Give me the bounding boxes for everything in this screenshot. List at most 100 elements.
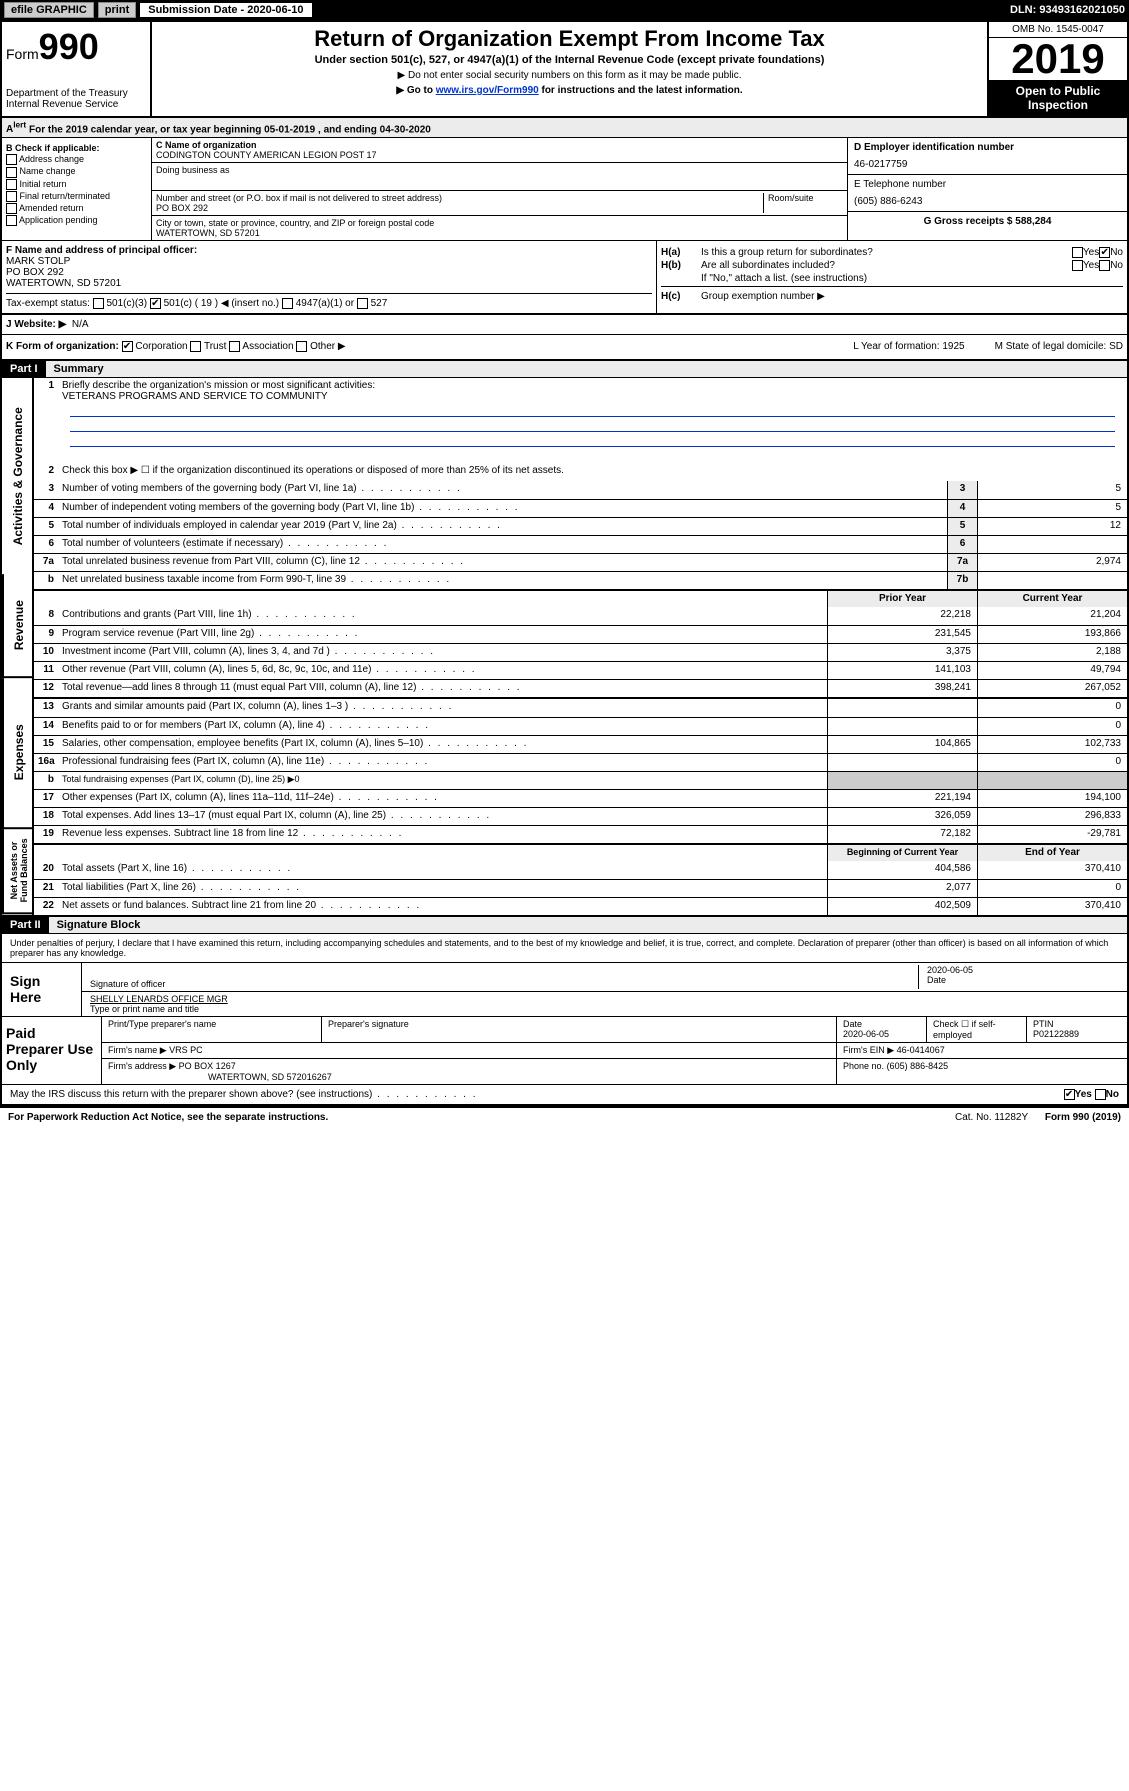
part1-body: Activities & Governance Revenue Expenses… bbox=[0, 378, 1129, 917]
discuss-yes[interactable]: ✔ bbox=[1064, 1089, 1075, 1100]
prep-name-label: Print/Type preparer's name bbox=[108, 1019, 315, 1029]
street-address: PO BOX 292 bbox=[156, 203, 763, 213]
addr-label: Number and street (or P.O. box if mail i… bbox=[156, 193, 763, 203]
c-label: C Name of organization bbox=[156, 140, 843, 150]
city-label: City or town, state or province, country… bbox=[156, 218, 843, 228]
summary-row: 10Investment income (Part VIII, column (… bbox=[34, 643, 1127, 661]
summary-row: 13Grants and similar amounts paid (Part … bbox=[34, 699, 1127, 717]
phone-value: (605) 886-6243 bbox=[854, 196, 1121, 207]
note-link: ▶ Go to www.irs.gov/Form990 for instruct… bbox=[160, 85, 979, 96]
part1-header: Part I Summary bbox=[0, 361, 1129, 378]
part2-header: Part II Signature Block bbox=[0, 917, 1129, 934]
q2-label: Check this box ▶ ☐ if the organization d… bbox=[58, 463, 1127, 481]
hb-note: If "No," attach a list. (see instruction… bbox=[701, 273, 867, 284]
checkbox-option: Address change bbox=[6, 154, 147, 165]
f-label: F Name and address of principal officer: bbox=[6, 245, 652, 256]
sig-date: 2020-06-05 bbox=[927, 965, 1119, 975]
m-state: M State of legal domicile: SD bbox=[995, 341, 1123, 352]
summary-row: bNet unrelated business taxable income f… bbox=[34, 571, 1127, 589]
officer-city: WATERTOWN, SD 57201 bbox=[6, 278, 652, 289]
form-subtitle: Under section 501(c), 527, or 4947(a)(1)… bbox=[160, 54, 979, 66]
dln-label: DLN: 93493162021050 bbox=[1010, 4, 1125, 16]
d-label: D Employer identification number bbox=[854, 142, 1121, 153]
i-label: Tax-exempt status: bbox=[6, 298, 90, 309]
officer-name: MARK STOLP bbox=[6, 256, 652, 267]
vtab-governance: Activities & Governance bbox=[2, 378, 34, 574]
room-label: Room/suite bbox=[763, 193, 843, 213]
k-corp[interactable]: ✔ bbox=[122, 341, 133, 352]
prep-date-label: Date bbox=[843, 1019, 920, 1029]
checkbox-option: Amended return bbox=[6, 203, 147, 214]
ha-yes[interactable] bbox=[1072, 247, 1083, 258]
summary-row: 5Total number of individuals employed in… bbox=[34, 517, 1127, 535]
checkbox-527[interactable] bbox=[357, 298, 368, 309]
checkbox-option: Application pending bbox=[6, 215, 147, 226]
officer-printed-name: SHELLY LENARDS OFFICE MGR bbox=[90, 994, 228, 1004]
form-header: Form990 Department of the Treasury Inter… bbox=[0, 20, 1129, 118]
note-ssn: ▶ Do not enter social security numbers o… bbox=[160, 70, 979, 81]
checkbox-option: Final return/terminated bbox=[6, 191, 147, 202]
section-j: J Website: ▶ N/A bbox=[0, 315, 1129, 335]
efile-button[interactable]: efile GRAPHIC bbox=[4, 2, 94, 18]
discuss-no[interactable] bbox=[1095, 1089, 1106, 1100]
firm-phone: (605) 886-8425 bbox=[887, 1061, 949, 1071]
ptin-value: P02122889 bbox=[1033, 1029, 1121, 1039]
self-employed-check[interactable]: Check ☐ if self-employed bbox=[927, 1017, 1027, 1042]
summary-row: 18Total expenses. Add lines 13–17 (must … bbox=[34, 807, 1127, 825]
summary-row: 6Total number of volunteers (estimate if… bbox=[34, 535, 1127, 553]
vtab-expenses: Expenses bbox=[2, 678, 34, 829]
k-trust[interactable] bbox=[190, 341, 201, 352]
section-f-h: F Name and address of principal officer:… bbox=[0, 241, 1129, 315]
summary-row: 12Total revenue—add lines 8 through 11 (… bbox=[34, 679, 1127, 697]
form-title: Return of Organization Exempt From Incom… bbox=[160, 26, 979, 52]
firm-ein: 46-0414067 bbox=[897, 1045, 945, 1055]
summary-row: 7aTotal unrelated business revenue from … bbox=[34, 553, 1127, 571]
form-number: Form990 bbox=[6, 26, 146, 68]
k-assoc[interactable] bbox=[229, 341, 240, 352]
summary-row: 4Number of independent voting members of… bbox=[34, 499, 1127, 517]
type-name-label: Type or print name and title bbox=[90, 1004, 228, 1014]
section-b-label: B Check if applicable: bbox=[6, 143, 147, 153]
irs-link[interactable]: www.irs.gov/Form990 bbox=[436, 85, 539, 96]
declaration-text: Under penalties of perjury, I declare th… bbox=[2, 934, 1127, 962]
checkbox-501c[interactable]: ✔ bbox=[150, 298, 161, 309]
tax-period: Alert For the 2019 calendar year, or tax… bbox=[0, 118, 1129, 138]
vtab-net: Net Assets or Fund Balances bbox=[2, 829, 34, 914]
e-label: E Telephone number bbox=[854, 179, 1121, 190]
dept-label: Department of the Treasury bbox=[6, 88, 146, 99]
k-other[interactable] bbox=[296, 341, 307, 352]
city-state-zip: WATERTOWN, SD 57201 bbox=[156, 228, 843, 238]
tax-year: 2019 bbox=[989, 38, 1127, 80]
prep-date: 2020-06-05 bbox=[843, 1029, 920, 1039]
mission-text: VETERANS PROGRAMS AND SERVICE TO COMMUNI… bbox=[62, 391, 328, 402]
checkbox-4947[interactable] bbox=[282, 298, 293, 309]
top-bar: efile GRAPHIC print Submission Date - 20… bbox=[0, 0, 1129, 20]
ha-no[interactable]: ✔ bbox=[1099, 247, 1110, 258]
firm-name: VRS PC bbox=[169, 1045, 203, 1055]
discuss-row: May the IRS discuss this return with the… bbox=[2, 1084, 1127, 1104]
paid-preparer-label: Paid Preparer Use Only bbox=[2, 1017, 102, 1084]
dba-label: Doing business as bbox=[156, 165, 843, 175]
section-b-block: B Check if applicable: Address change Na… bbox=[0, 138, 1129, 241]
irs-label: Internal Revenue Service bbox=[6, 99, 146, 110]
hb-yes[interactable] bbox=[1072, 260, 1083, 271]
officer-addr: PO BOX 292 bbox=[6, 267, 652, 278]
summary-row: 22Net assets or fund balances. Subtract … bbox=[34, 897, 1127, 915]
summary-row: 17Other expenses (Part IX, column (A), l… bbox=[34, 789, 1127, 807]
print-button[interactable]: print bbox=[98, 2, 136, 18]
submission-date: Submission Date - 2020-06-10 bbox=[140, 3, 311, 17]
sig-officer-label: Signature of officer bbox=[90, 979, 918, 989]
inspection-badge: Open to Public Inspection bbox=[989, 80, 1127, 116]
sig-date-label: Date bbox=[927, 975, 1119, 985]
checkbox-501c3[interactable] bbox=[93, 298, 104, 309]
q1-label: Briefly describe the organization's miss… bbox=[62, 380, 375, 391]
ein-value: 46-0217759 bbox=[854, 159, 1121, 170]
hb-no[interactable] bbox=[1099, 260, 1110, 271]
l-year: L Year of formation: 1925 bbox=[853, 341, 964, 352]
signature-block: Under penalties of perjury, I declare th… bbox=[0, 934, 1129, 1106]
summary-row: 15Salaries, other compensation, employee… bbox=[34, 735, 1127, 753]
firm-city: WATERTOWN, SD 572016267 bbox=[208, 1072, 332, 1082]
col-begin: Beginning of Current Year bbox=[827, 845, 977, 861]
summary-row: 16aProfessional fundraising fees (Part I… bbox=[34, 753, 1127, 771]
ha-label: Is this a group return for subordinates? bbox=[701, 247, 1072, 258]
